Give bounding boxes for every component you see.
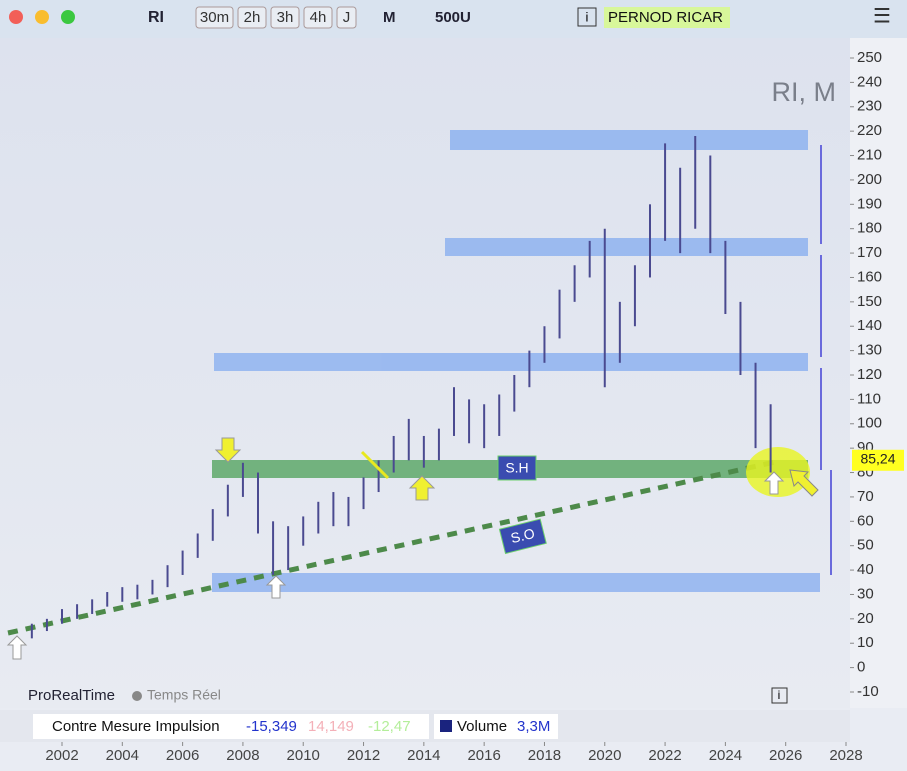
x-tick-label: 2018 [528,747,561,764]
interval-button[interactable] [195,6,234,29]
y-tick-label: 100 [857,415,882,432]
y-tick-label: 120 [857,366,882,383]
x-tick-label: 2002 [45,747,78,764]
y-tick-label: 200 [857,171,882,188]
y-tick-label: 60 [857,512,874,529]
indicator-box [33,714,429,739]
x-tick-label: 2012 [347,747,380,764]
arrow [265,575,287,599]
interval[interactable]: 2h [244,9,261,26]
y-tick-label: 50 [857,537,874,554]
interval-button[interactable] [336,6,357,29]
feed-dot [132,691,142,701]
indicator-name: Contre Mesure Impulsion [52,718,220,735]
indicator-value: -12,47 [368,718,411,735]
interval[interactable]: 30m [200,9,229,26]
mark-line [360,450,390,480]
x-tick-label: 2014 [407,747,440,764]
zoom[interactable] [61,10,75,24]
y-tick-label: 40 [857,561,874,578]
interval[interactable]: J [343,9,351,26]
info[interactable]: i [586,9,589,24]
price-tag [852,449,904,471]
y-tick-label: 170 [857,244,882,261]
y-tick-label: 240 [857,73,882,90]
close[interactable] [9,10,23,24]
info[interactable]: i [778,688,781,702]
symbol[interactable]: RI [148,9,164,26]
feed: Temps Réel [147,687,221,703]
y-tick-label: 210 [857,147,882,164]
info-box[interactable] [771,687,788,704]
info-box[interactable] [577,7,597,27]
arrow [789,469,819,497]
trendline [7,459,776,636]
volume-box [434,714,558,739]
x-tick-label: 2004 [106,747,139,764]
y-tick-label: 160 [857,268,882,285]
y-tick-label: 0 [857,659,865,676]
zone [214,353,808,371]
range-arrows [820,145,832,575]
label-box [497,455,537,481]
y-tick-label: 110 [857,390,881,407]
zone [450,130,808,150]
y-tick-label: 20 [857,610,874,627]
indicator-value: 14,149 [308,718,354,735]
zone [445,238,808,256]
x-tick-label: 2022 [648,747,681,764]
volume-swatch [440,720,452,732]
y-tick-label: 10 [857,634,874,651]
y-tick-label: 190 [857,195,882,212]
x-tick-label: 2020 [588,747,621,764]
volume-value: 3,3M [517,718,550,735]
volume-label: Volume [457,718,507,735]
interval-button[interactable] [303,6,333,29]
brand: ProRealTime [28,687,115,704]
y-tick-label: 220 [857,122,882,139]
arrow [763,471,785,495]
minimize[interactable] [35,10,49,24]
last-price: 85,24 [860,450,895,466]
units[interactable]: 500U [435,9,471,26]
y-tick-label: -10 [857,683,879,700]
interval[interactable]: 3h [277,9,294,26]
name-field[interactable] [604,7,730,28]
x-tick-label: 2010 [287,747,320,764]
period[interactable]: M [383,9,396,26]
y-tick-label: 130 [857,342,882,359]
y-tick-label: 230 [857,98,882,115]
y-tick-label: 140 [857,317,882,334]
indicator-value: -15,349 [246,718,297,735]
label-box [498,518,547,555]
x-tick-label: 2028 [829,747,862,764]
menu[interactable]: ☰ [873,5,891,27]
annotation: S.H [505,460,528,476]
x-tick-label: 2026 [769,747,802,764]
arrow [214,437,242,463]
interval[interactable]: 4h [310,9,327,26]
x-tick-label: 2006 [166,747,199,764]
arrow [6,635,28,660]
interval-button[interactable] [270,6,300,29]
y-tick-label: 30 [857,585,874,602]
x-tick-label: 2024 [709,747,742,764]
arrow [408,475,436,501]
instrument-name[interactable]: PERNOD RICAR [608,9,723,26]
chart-title: RI, M [772,77,837,107]
interval-button[interactable] [237,6,267,29]
y-tick-label: 250 [857,49,882,66]
y-tick-label: 70 [857,488,874,505]
annotation: S.O [509,525,536,546]
x-tick-label: 2008 [226,747,259,764]
y-axis-panel [850,38,907,708]
zone [212,573,820,592]
y-tick-label: 180 [857,220,882,237]
toolbar [0,0,907,38]
x-tick-label: 2016 [467,747,500,764]
y-tick-label: 150 [857,293,882,310]
